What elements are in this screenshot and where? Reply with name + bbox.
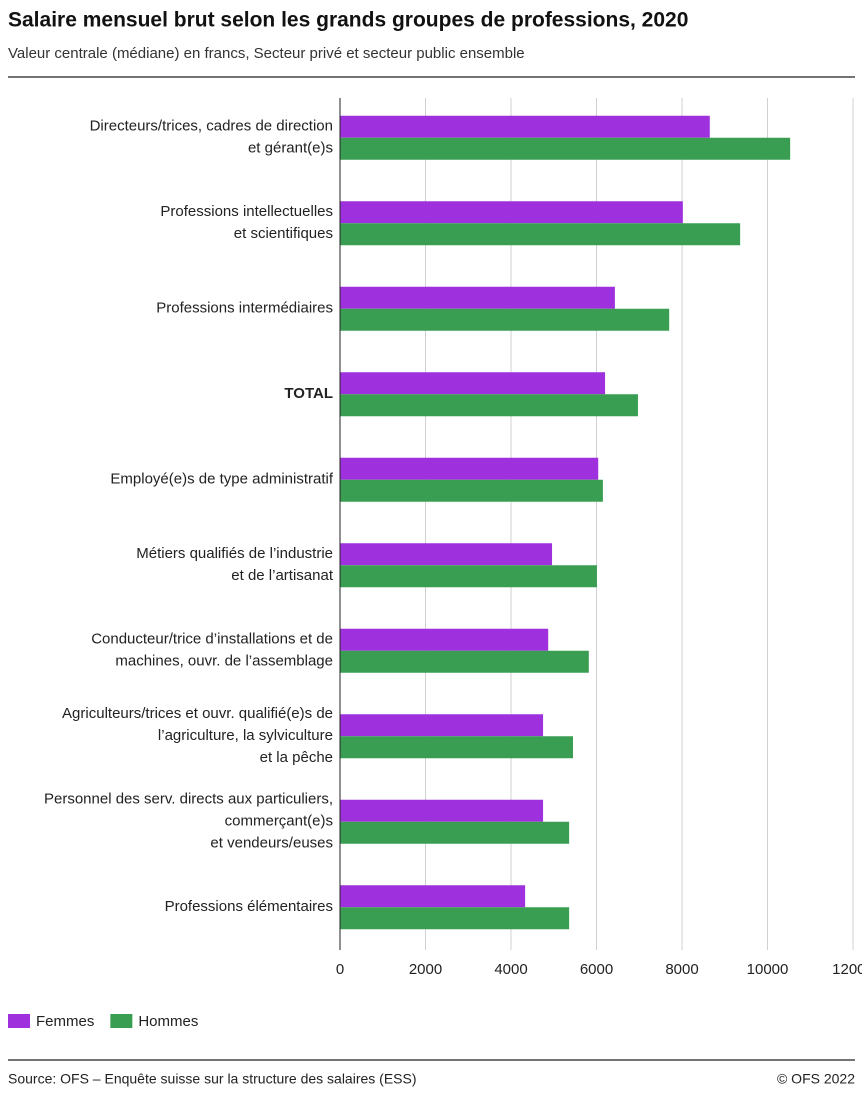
y-tick-label: Professions intellectuelles [160, 203, 333, 220]
y-tick-label: machines, ouvr. de l’assemblage [115, 653, 333, 670]
y-tick-label: commerçant(e)s [225, 813, 333, 830]
bar [340, 201, 683, 224]
legend-swatch [8, 1014, 30, 1028]
legend-label: Femmes [36, 1013, 94, 1030]
y-tick-label: Professions élémentaires [165, 898, 333, 915]
y-tick-label: Professions intermédiaires [156, 300, 333, 317]
x-tick-label: 10000 [747, 961, 789, 978]
y-tick-label: et scientifiques [234, 225, 333, 242]
chart-subtitle: Valeur centrale (médiane) en francs, Sec… [8, 45, 525, 62]
bar [340, 565, 597, 588]
bar [340, 394, 638, 417]
bar [340, 137, 791, 160]
x-tick-label: 0 [336, 961, 344, 978]
bar [340, 650, 589, 673]
bar [340, 308, 670, 331]
bar [340, 885, 526, 908]
y-tick-label: et la pêche [260, 749, 333, 766]
y-tick-label: Conducteur/trice d’installations et de [91, 631, 333, 648]
credit: © OFS 2022 [777, 1071, 855, 1087]
x-tick-label: 12000 [832, 961, 862, 978]
x-tick-label: 2000 [409, 961, 442, 978]
y-tick-label: Directeurs/trices, cadres de direction [90, 118, 333, 135]
source: Source: OFS – Enquête suisse sur la stru… [8, 1071, 417, 1087]
y-tick-label: et vendeurs/euses [210, 835, 333, 852]
legend-swatch [110, 1014, 133, 1028]
bar [340, 821, 570, 844]
y-tick-label: Agriculteurs/trices et ouvr. qualifié(e)… [62, 705, 333, 722]
bar [340, 907, 570, 930]
bar [340, 286, 615, 309]
bar [340, 372, 606, 395]
bar [340, 736, 573, 759]
y-tick-label: et gérant(e)s [248, 140, 333, 157]
y-tick-label: l’agriculture, la sylviculture [158, 727, 333, 744]
chart-title: Salaire mensuel brut selon les grands gr… [8, 9, 688, 32]
y-tick-label: Personnel des serv. directs aux particul… [44, 791, 333, 808]
y-tick-label: TOTAL [284, 385, 333, 402]
bar [340, 714, 544, 737]
y-tick-label: Métiers qualifiés de l’industrie [136, 545, 333, 562]
y-tick-label: Employé(e)s de type administratif [110, 471, 333, 488]
y-tick-label: et de l’artisanat [231, 567, 334, 584]
bar [340, 115, 710, 138]
bar [340, 457, 599, 480]
x-tick-label: 8000 [665, 961, 698, 978]
bar [340, 543, 553, 566]
bar [340, 628, 549, 651]
bar [340, 799, 544, 822]
bar [340, 223, 741, 246]
x-tick-label: 4000 [494, 961, 527, 978]
legend-label: Hommes [138, 1013, 198, 1030]
x-tick-label: 6000 [580, 961, 613, 978]
bar [340, 479, 603, 502]
